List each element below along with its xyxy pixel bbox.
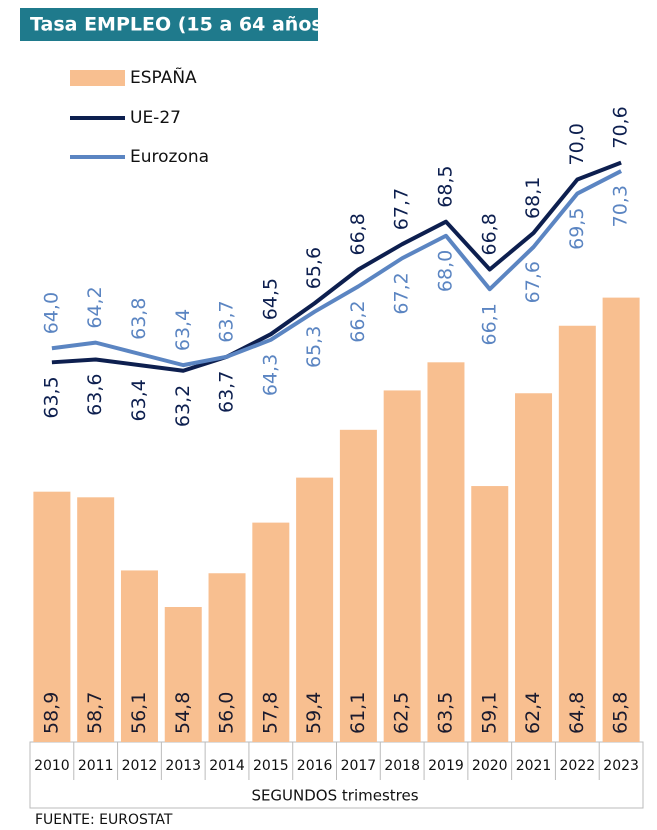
data-label: 62,5 (391, 692, 413, 734)
x-tick-label: 2017 (341, 758, 377, 774)
data-label: 64,0 (40, 292, 62, 334)
data-label: 66,1 (478, 303, 500, 345)
x-tick-label: 2021 (516, 758, 552, 774)
x-tick-label: 2011 (78, 758, 114, 774)
bar (33, 491, 71, 742)
bar (427, 362, 465, 742)
data-label: 65,6 (303, 247, 325, 289)
x-tick-label: 2015 (253, 758, 289, 774)
bar (339, 429, 377, 742)
data-label: 67,7 (391, 188, 413, 230)
bar (120, 570, 158, 742)
data-label: 66,8 (347, 213, 369, 255)
data-label: 67,2 (391, 272, 413, 314)
bar (164, 607, 202, 742)
data-label: 58,9 (40, 692, 62, 734)
data-label: 63,7 (216, 300, 238, 342)
x-tick-label: 2020 (472, 758, 508, 774)
line (51, 169, 623, 368)
bar (515, 393, 553, 742)
bar (252, 522, 290, 742)
bar (77, 497, 115, 742)
x-tick-label: 2022 (560, 758, 596, 774)
data-label: 59,1 (478, 692, 500, 734)
legend-label: UE-27 (130, 108, 181, 128)
legend-label: ESPAÑA (130, 66, 197, 88)
x-tick-label: 2018 (384, 758, 420, 774)
x-axis-label: SEGUNDOS trimestres (251, 787, 418, 805)
data-label: 57,8 (259, 692, 281, 734)
data-label: 68,0 (434, 250, 456, 292)
data-label: 66,8 (478, 213, 500, 255)
data-label: 63,4 (128, 379, 150, 421)
data-label: 64,2 (84, 286, 106, 328)
data-label: 56,1 (128, 692, 150, 734)
data-label: 69,5 (566, 208, 588, 250)
data-label: 63,2 (172, 385, 194, 427)
data-label: 61,1 (347, 692, 369, 734)
bar (296, 477, 334, 742)
data-label: 63,5 (434, 692, 456, 734)
title-box (20, 8, 318, 41)
x-tick-label: 2016 (297, 758, 333, 774)
bar (602, 297, 640, 742)
x-tick-label: 2019 (428, 758, 464, 774)
bar (471, 486, 509, 742)
data-label: 63,6 (84, 374, 106, 416)
source: FUENTE: EUROSTAT (35, 812, 173, 828)
data-label: 67,6 (522, 261, 544, 303)
data-label: 63,5 (40, 376, 62, 418)
legend-swatch (70, 70, 125, 86)
data-label: 64,8 (566, 692, 588, 734)
data-label: 63,8 (128, 298, 150, 340)
data-label: 64,5 (259, 278, 281, 320)
data-label: 58,7 (84, 692, 106, 734)
x-tick-label: 2012 (122, 758, 158, 774)
x-tick-label: 2014 (209, 758, 245, 774)
data-label: 65,8 (610, 692, 632, 734)
data-label: 68,5 (434, 165, 456, 207)
chart-title: Tasa EMPLEO (15 a 64 años) (30, 14, 331, 36)
data-label: 54,8 (172, 692, 194, 734)
line (51, 160, 622, 373)
data-label: 64,3 (259, 354, 281, 396)
x-tick-label: 2023 (603, 758, 639, 774)
data-label: 63,7 (216, 371, 238, 413)
data-label: 59,4 (303, 692, 325, 734)
legend-label: Eurozona (130, 147, 209, 167)
data-label: 68,1 (522, 177, 544, 219)
data-label: 63,4 (172, 309, 194, 351)
data-label: 70,0 (566, 123, 588, 165)
x-tick-label: 2010 (34, 758, 70, 774)
bar (208, 573, 246, 742)
data-label: 62,4 (522, 692, 544, 734)
data-label: 70,3 (610, 185, 632, 227)
data-label: 65,3 (303, 326, 325, 368)
data-label: 66,2 (347, 300, 369, 342)
bar (383, 390, 421, 742)
x-tick-label: 2013 (165, 758, 201, 774)
bar (558, 325, 596, 742)
data-label: 70,6 (610, 106, 632, 148)
data-label: 56,0 (216, 692, 238, 734)
